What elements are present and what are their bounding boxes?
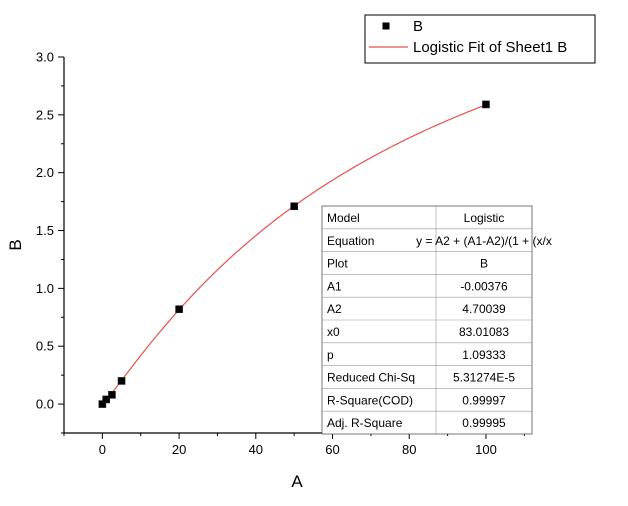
stats-row-value: y = A2 + (A1-A2)/(1 + (x/x [416,234,552,248]
stats-row-label: p [327,348,334,362]
x-axis-title: A [291,472,303,491]
data-point [108,391,116,399]
stats-row-value: -0.00376 [460,279,508,293]
legend: B Logistic Fit of Sheet1 B [364,14,596,64]
legend-label-fit: Logistic Fit of Sheet1 B [413,39,567,56]
stats-row-value: 5.31274E-5 [453,371,515,385]
stats-row-label: x0 [327,325,340,339]
stats-row-label: A2 [327,302,342,316]
stats-row-label: Model [327,211,360,225]
x-tick-label: 80 [402,442,416,457]
y-tick-label: 2.5 [36,107,54,122]
data-point [117,377,126,385]
x-tick-label: 40 [249,442,263,457]
stats-row-value: 0.99997 [462,393,506,407]
legend-label-points: B [413,18,423,35]
stats-row-label: Equation [327,234,374,248]
y-tick-label: 1.0 [36,281,54,296]
stats-table: Model Logistic Equation y = A2 + (A1-A2)/(1… [321,205,552,435]
data-point [175,305,183,314]
legend-frame [364,14,596,64]
stats-row-label: A1 [327,279,342,293]
y-tick-label: 0.5 [36,339,54,354]
stats-row-label: Adj. R-Square [327,416,403,430]
stats-row-label: Plot [327,257,348,271]
stats-row-value: 0.99995 [462,416,506,430]
axes: 0.0 0.5 1.0 1.5 2.0 2.5 3.0 0 20 40 60 80 100 [36,50,532,457]
data-point [98,400,107,408]
x-tick-label: 0 [99,442,106,457]
data-point [482,100,490,109]
y-tick-label: 0.0 [36,397,54,412]
y-tick-label: 3.0 [36,50,54,65]
stats-row-value: 83.01083 [459,325,509,339]
x-tick-label: 20 [172,442,186,457]
stats-row-value: 1.09333 [462,348,506,362]
legend-marker-square [382,22,390,30]
x-tick-label: 100 [475,442,497,457]
y-tick-label: 2.0 [36,165,54,180]
data-point [290,202,298,211]
stats-row-label: Reduced Chi-Sq [327,371,415,385]
x-tick-label: 60 [325,442,339,457]
stats-row-label: R-Square(COD) [327,393,413,407]
stats-row-value: Logistic [464,211,505,225]
data-points-group [98,100,490,408]
data-point [102,395,110,404]
stats-row-value: B [480,257,488,271]
stats-row-value: 4.70039 [462,302,506,316]
y-tick-label: 1.5 [36,223,54,238]
y-axis-title: B [6,239,25,250]
